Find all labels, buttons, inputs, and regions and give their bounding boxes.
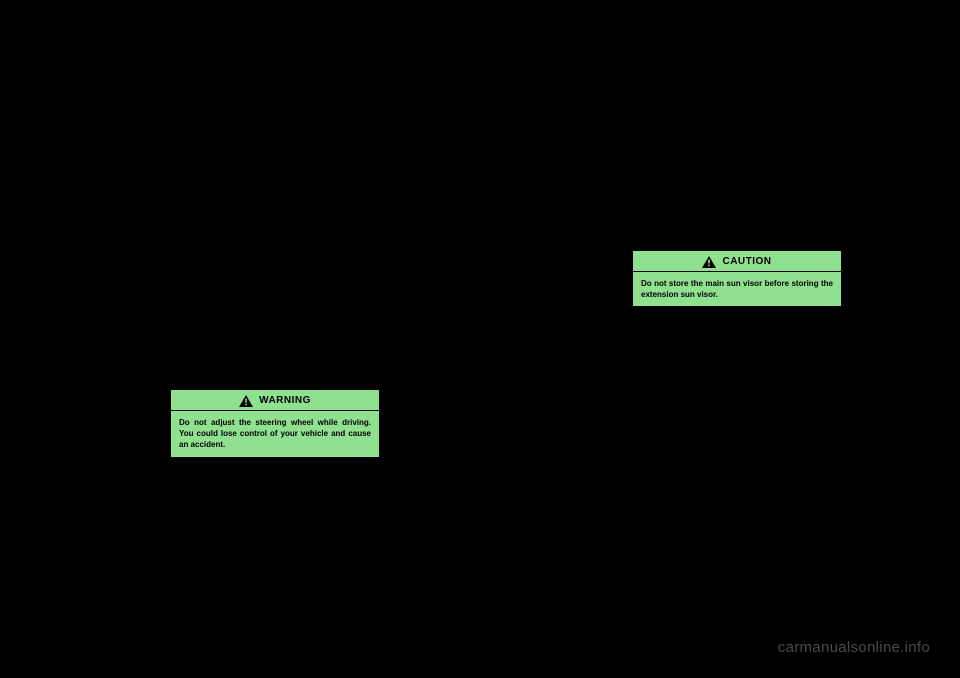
- caution-body: Do not store the main sun visor before s…: [633, 272, 841, 306]
- caution-header: CAUTION: [633, 251, 841, 272]
- warning-triangle-icon: [239, 394, 253, 406]
- document-area: WARNING Do not adjust the steering wheel…: [82, 40, 877, 600]
- caution-triangle-icon: [702, 255, 716, 267]
- warning-title: WARNING: [259, 395, 311, 406]
- caution-box: CAUTION Do not store the main sun visor …: [632, 250, 842, 307]
- warning-box: WARNING Do not adjust the steering wheel…: [170, 389, 380, 458]
- caution-title: CAUTION: [722, 256, 771, 267]
- warning-body: Do not adjust the steering wheel while d…: [171, 411, 379, 457]
- watermark-text: carmanualsonline.info: [778, 639, 930, 656]
- warning-header: WARNING: [171, 390, 379, 411]
